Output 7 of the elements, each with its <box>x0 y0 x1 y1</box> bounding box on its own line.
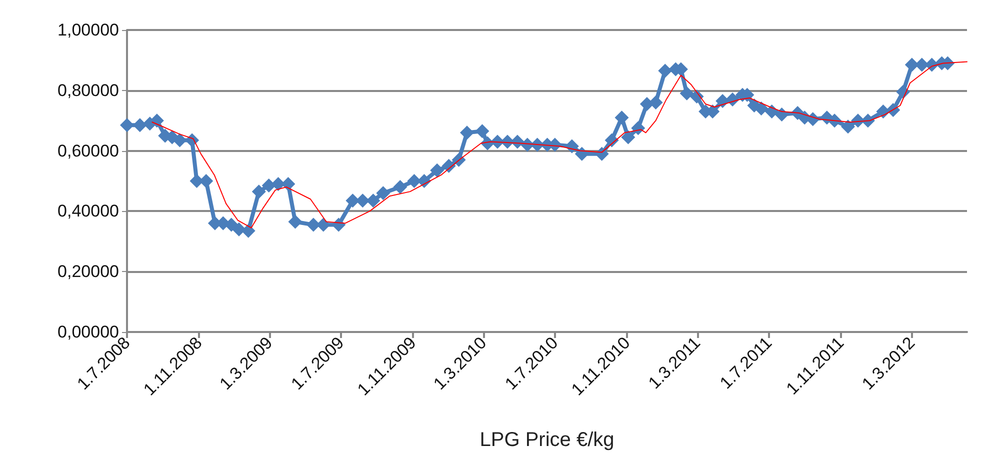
x-axis-title: LPG Price €/kg <box>480 429 614 451</box>
y-tick-label: 0,80000 <box>58 80 119 100</box>
y-tick-label: 0,20000 <box>58 262 119 282</box>
y-tick-label: 0,40000 <box>58 202 119 221</box>
y-tick-label: 0,60000 <box>58 141 119 160</box>
y-tick-label: 0,00000 <box>58 322 119 342</box>
y-tick-label: 1,00000 <box>58 20 119 40</box>
